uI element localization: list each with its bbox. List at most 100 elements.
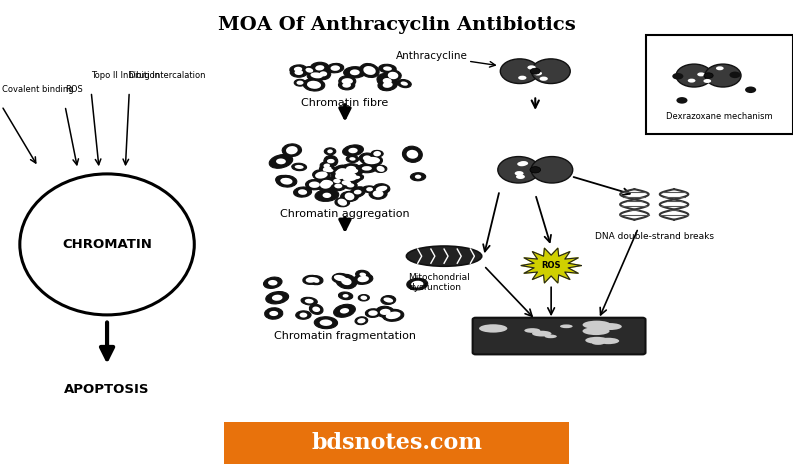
Ellipse shape (388, 72, 398, 79)
Ellipse shape (403, 146, 423, 162)
Ellipse shape (340, 308, 349, 313)
Ellipse shape (358, 276, 369, 282)
Ellipse shape (305, 299, 314, 304)
Ellipse shape (20, 174, 194, 315)
Ellipse shape (336, 274, 357, 289)
Ellipse shape (697, 72, 705, 76)
Ellipse shape (305, 68, 313, 73)
Ellipse shape (598, 338, 619, 344)
Ellipse shape (315, 172, 328, 179)
Ellipse shape (335, 172, 345, 179)
Ellipse shape (343, 294, 349, 298)
Ellipse shape (539, 77, 548, 81)
Ellipse shape (343, 181, 357, 189)
Ellipse shape (335, 198, 350, 207)
Ellipse shape (276, 175, 292, 185)
Ellipse shape (347, 155, 358, 163)
Text: APOPTOSIS: APOPTOSIS (64, 383, 150, 396)
Ellipse shape (269, 155, 293, 168)
Ellipse shape (363, 156, 379, 166)
Ellipse shape (531, 157, 573, 183)
Text: ROS: ROS (542, 261, 561, 270)
Ellipse shape (363, 156, 371, 161)
Ellipse shape (354, 176, 360, 179)
Ellipse shape (324, 148, 335, 155)
Ellipse shape (366, 187, 373, 191)
Ellipse shape (745, 86, 757, 93)
Ellipse shape (371, 150, 383, 157)
Ellipse shape (531, 59, 570, 84)
Ellipse shape (359, 273, 366, 276)
Ellipse shape (311, 72, 323, 78)
Ellipse shape (266, 291, 289, 304)
Ellipse shape (303, 275, 320, 284)
Text: Mitochondrial
dysfunction: Mitochondrial dysfunction (408, 273, 470, 292)
Ellipse shape (309, 304, 323, 314)
Ellipse shape (305, 277, 316, 283)
Ellipse shape (298, 189, 307, 195)
Ellipse shape (333, 179, 341, 183)
Ellipse shape (369, 188, 387, 199)
Ellipse shape (281, 178, 293, 185)
Ellipse shape (400, 81, 408, 86)
Ellipse shape (320, 180, 331, 188)
Ellipse shape (357, 164, 377, 173)
Ellipse shape (333, 168, 347, 176)
Ellipse shape (342, 164, 360, 174)
Ellipse shape (531, 68, 540, 74)
Ellipse shape (355, 317, 368, 325)
Ellipse shape (332, 274, 348, 283)
Text: bdsnotes.com: bdsnotes.com (311, 432, 482, 454)
Ellipse shape (381, 296, 396, 305)
Ellipse shape (307, 81, 321, 89)
Ellipse shape (348, 148, 358, 153)
Ellipse shape (338, 199, 347, 206)
Ellipse shape (385, 312, 400, 319)
Ellipse shape (290, 68, 308, 77)
Ellipse shape (320, 162, 333, 169)
Ellipse shape (295, 165, 304, 169)
Ellipse shape (524, 328, 540, 333)
Ellipse shape (703, 79, 711, 83)
Ellipse shape (407, 278, 427, 290)
Ellipse shape (359, 153, 375, 163)
Ellipse shape (368, 310, 377, 316)
Ellipse shape (331, 177, 343, 185)
Ellipse shape (335, 170, 345, 175)
Ellipse shape (314, 317, 338, 329)
Ellipse shape (282, 144, 301, 157)
Ellipse shape (342, 180, 351, 185)
Ellipse shape (560, 324, 573, 328)
Ellipse shape (305, 180, 324, 190)
Ellipse shape (362, 186, 377, 193)
Text: Chromatin fragmentation: Chromatin fragmentation (274, 331, 416, 341)
Ellipse shape (323, 166, 331, 172)
Ellipse shape (357, 318, 366, 323)
Ellipse shape (676, 64, 712, 87)
Ellipse shape (327, 159, 335, 164)
Ellipse shape (292, 163, 307, 171)
Ellipse shape (334, 304, 355, 317)
Ellipse shape (384, 298, 393, 303)
Ellipse shape (331, 169, 349, 182)
Ellipse shape (358, 295, 370, 301)
Ellipse shape (366, 309, 381, 317)
Ellipse shape (500, 59, 539, 84)
Ellipse shape (335, 184, 343, 188)
Ellipse shape (339, 80, 354, 90)
Ellipse shape (517, 162, 526, 166)
Ellipse shape (601, 325, 613, 328)
Ellipse shape (319, 177, 337, 188)
Ellipse shape (515, 171, 523, 176)
Text: Anthracycline: Anthracycline (396, 51, 468, 62)
Ellipse shape (383, 66, 392, 71)
Ellipse shape (350, 174, 363, 181)
Ellipse shape (281, 178, 287, 182)
Ellipse shape (676, 97, 688, 104)
Ellipse shape (415, 175, 421, 179)
Ellipse shape (374, 151, 381, 157)
Ellipse shape (294, 79, 306, 86)
Ellipse shape (479, 324, 508, 333)
Ellipse shape (307, 70, 326, 81)
Ellipse shape (379, 64, 396, 73)
